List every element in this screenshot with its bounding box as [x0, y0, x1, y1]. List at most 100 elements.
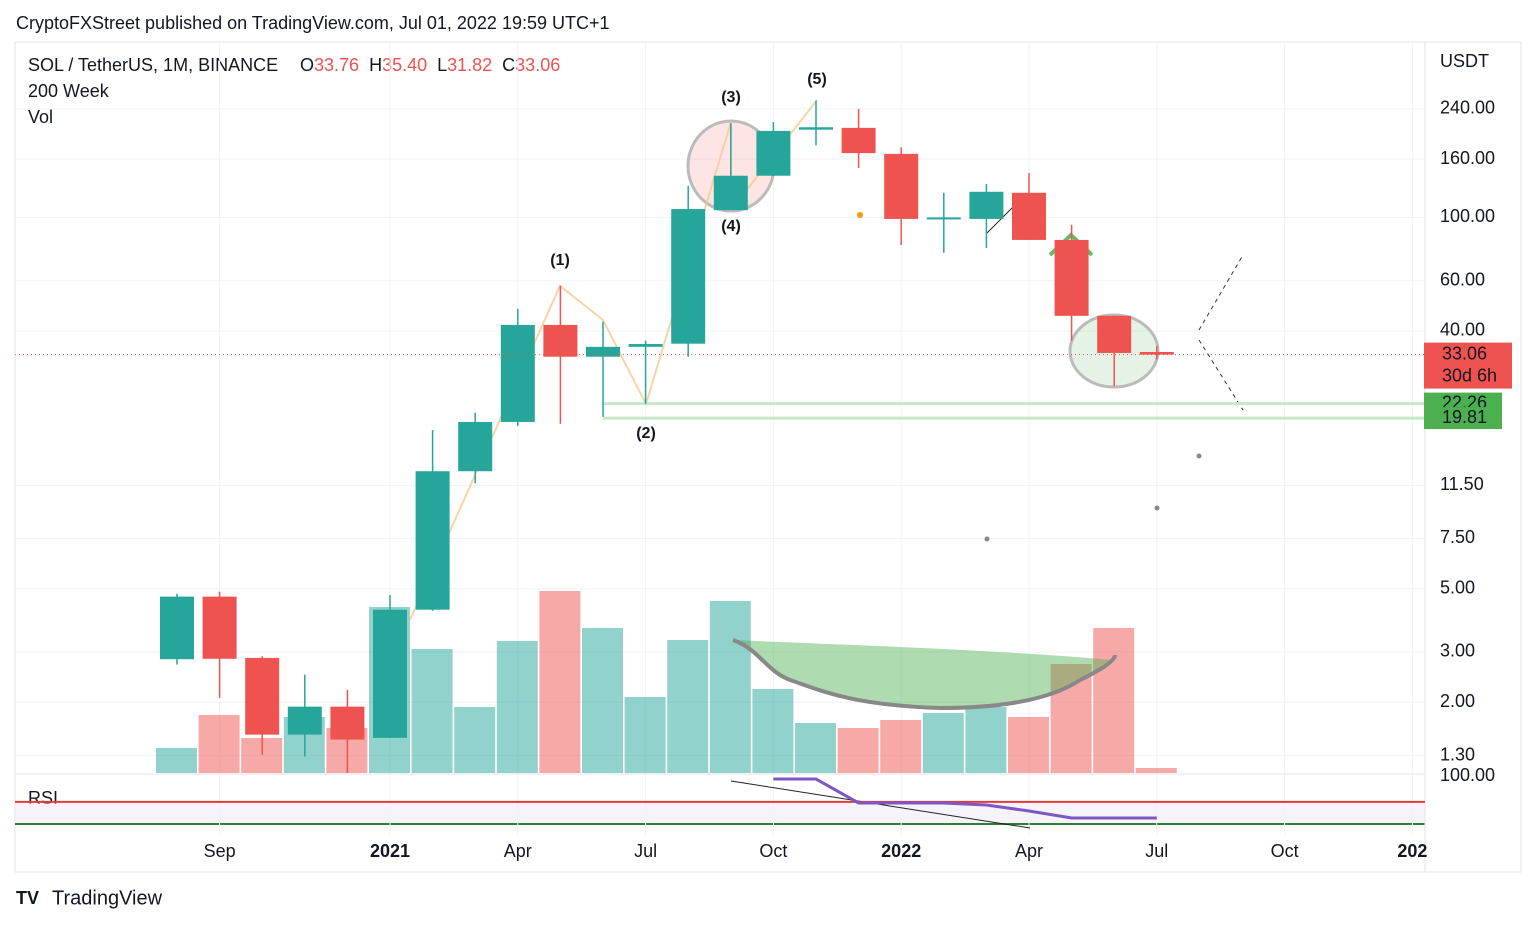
candle-body — [586, 346, 620, 357]
symbol: SOL / TetherUS, 1M, BINANCE — [28, 55, 278, 75]
candle-body — [671, 209, 706, 344]
dot — [1154, 505, 1160, 511]
candle-body — [841, 127, 876, 154]
price-tag-label: 33.06 — [1442, 343, 1487, 363]
rsi-tick-label: 100.00 — [1440, 765, 1495, 785]
candle-body — [500, 324, 535, 422]
price-tag — [1424, 342, 1512, 389]
candle-body — [799, 127, 833, 130]
x-tick-label: Sep — [204, 841, 236, 861]
candle-body — [245, 657, 280, 735]
x-tick-label: Jul — [1145, 841, 1168, 861]
x-tick-label: 202 — [1397, 841, 1427, 861]
volume-bar — [709, 601, 751, 773]
price-tag — [1424, 407, 1502, 430]
y-tick-label: 1.30 — [1440, 744, 1475, 764]
volume-bar — [156, 748, 197, 773]
axis-unit: USDT — [1440, 51, 1489, 71]
candle-body — [373, 609, 407, 738]
volume-bar — [198, 715, 240, 773]
y-tick-label: 160.00 — [1440, 148, 1495, 168]
dot — [1196, 453, 1202, 459]
ohlc-prefix: H — [369, 55, 382, 75]
y-tick-label: 11.50 — [1440, 474, 1484, 494]
ohlc-value: 31.82 — [447, 55, 492, 75]
candle-body — [160, 596, 194, 660]
ohlc-value: 33.06 — [515, 55, 560, 75]
x-tick-label: Oct — [759, 841, 787, 861]
ohlc-prefix: L — [437, 55, 447, 75]
volume-bar — [667, 640, 709, 773]
x-tick-label: 2021 — [370, 841, 410, 861]
curve — [732, 638, 1117, 711]
x-tick-label: 2022 — [881, 841, 921, 861]
y-tick-label: 3.00 — [1440, 641, 1475, 661]
indicator: Vol — [28, 107, 53, 127]
candle-body — [628, 344, 663, 347]
volume-bar — [539, 591, 581, 773]
candle-body — [287, 706, 322, 735]
volume-bar — [624, 697, 666, 773]
volume-bar — [411, 649, 453, 773]
trend-line — [730, 780, 1031, 829]
candle-body — [969, 191, 1004, 219]
volume-bar — [922, 713, 964, 773]
ohlc-value: 35.40 — [382, 55, 427, 75]
price-tag-label: 19.81 — [1442, 407, 1487, 427]
rsi-band — [15, 803, 1425, 823]
dot — [984, 536, 990, 542]
wave-label: (2) — [636, 425, 656, 442]
wave-label: (4) — [721, 218, 741, 235]
byline: CryptoFXStreet published on TradingView.… — [16, 13, 610, 33]
candle-body — [458, 421, 493, 472]
y-tick-label: 60.00 — [1440, 269, 1485, 289]
rsi-line — [773, 777, 1157, 820]
candle-body — [713, 175, 748, 211]
volume-bar — [880, 720, 922, 773]
candle-body — [756, 130, 791, 176]
dot — [857, 212, 863, 218]
candle-body — [884, 153, 919, 219]
x-tick-label: Apr — [504, 841, 532, 861]
volume-bar — [965, 707, 1007, 773]
y-tick-label: 5.00 — [1440, 577, 1475, 597]
ohlc-prefix: O — [300, 55, 314, 75]
projection — [1198, 254, 1244, 331]
volume-bar — [837, 728, 879, 773]
ohlc-value: 33.76 — [314, 55, 359, 75]
x-tick-label: Jul — [634, 841, 657, 861]
wave-label: (3) — [721, 89, 741, 106]
candle-body — [926, 217, 961, 220]
candle-body — [1054, 239, 1089, 316]
volume-bar — [1050, 664, 1092, 773]
candle-body — [415, 471, 450, 610]
logo-mark: TV — [16, 888, 39, 908]
volume-bar — [582, 628, 623, 773]
projection — [1198, 339, 1244, 411]
x-tick-label: Apr — [1015, 841, 1043, 861]
ohlc: O33.76 H35.40 L31.82 C33.06 — [300, 55, 560, 75]
y-tick-label: 40.00 — [1440, 320, 1485, 340]
y-tick-label: 2.00 — [1440, 691, 1475, 711]
candle-body — [1012, 192, 1046, 240]
trend-line — [986, 204, 1016, 234]
brand: TradingView — [52, 887, 163, 909]
wave-label: (1) — [550, 252, 570, 269]
ohlc-prefix: C — [502, 55, 515, 75]
x-tick-label: Oct — [1271, 841, 1299, 861]
volume-bar — [496, 641, 538, 773]
countdown: 30d 6h — [1442, 365, 1497, 385]
volume-bar — [1135, 768, 1177, 773]
volume-bar — [1093, 628, 1135, 773]
volume-bar — [795, 723, 836, 773]
candle-body — [1139, 351, 1174, 355]
volume-bar — [752, 689, 794, 773]
candle-body — [330, 706, 365, 740]
indicator: 200 Week — [28, 81, 110, 101]
volume-bar — [454, 707, 496, 773]
candle-body — [202, 596, 237, 659]
wave-label: (5) — [807, 71, 827, 88]
candle-body — [543, 324, 578, 357]
y-tick-label: 7.50 — [1440, 527, 1475, 547]
